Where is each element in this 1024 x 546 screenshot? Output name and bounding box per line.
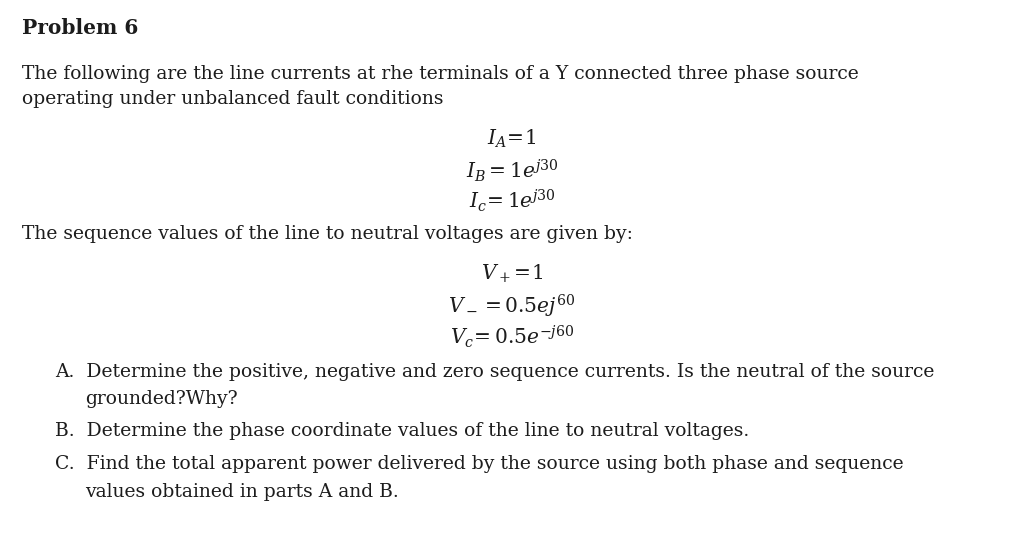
- Text: $\mathit{V_c}\!=\!\, 0.5e^{-j60}$: $\mathit{V_c}\!=\!\, 0.5e^{-j60}$: [450, 323, 574, 349]
- Text: The sequence values of the line to neutral voltages are given by:: The sequence values of the line to neutr…: [22, 225, 633, 243]
- Text: $\mathit{I_c}\!=\!\, 1e^{j30}$: $\mathit{I_c}\!=\!\, 1e^{j30}$: [469, 188, 555, 215]
- Text: $\mathit{I_B} = 1e^{j30}$: $\mathit{I_B} = 1e^{j30}$: [466, 158, 558, 185]
- Text: values obtained in parts A and B.: values obtained in parts A and B.: [85, 483, 398, 501]
- Text: $\mathit{I_A}\!=\!1$: $\mathit{I_A}\!=\!1$: [487, 128, 537, 150]
- Text: operating under unbalanced fault conditions: operating under unbalanced fault conditi…: [22, 90, 443, 108]
- Text: Problem 6: Problem 6: [22, 18, 138, 38]
- Text: $\mathit{V_+}\!=\!1$: $\mathit{V_+}\!=\!1$: [481, 263, 543, 286]
- Text: B.  Determine the phase coordinate values of the line to neutral voltages.: B. Determine the phase coordinate values…: [55, 422, 750, 440]
- Text: C.  Find the total apparent power delivered by the source using both phase and s: C. Find the total apparent power deliver…: [55, 455, 903, 473]
- Text: grounded?Why?: grounded?Why?: [85, 390, 238, 408]
- Text: $\mathit{V_-} = 0.5ej^{60}$: $\mathit{V_-} = 0.5ej^{60}$: [449, 293, 575, 320]
- Text: A.  Determine the positive, negative and zero sequence currents. Is the neutral : A. Determine the positive, negative and …: [55, 363, 934, 381]
- Text: The following are the line currents at rhe terminals of a Y connected three phas: The following are the line currents at r…: [22, 65, 859, 83]
